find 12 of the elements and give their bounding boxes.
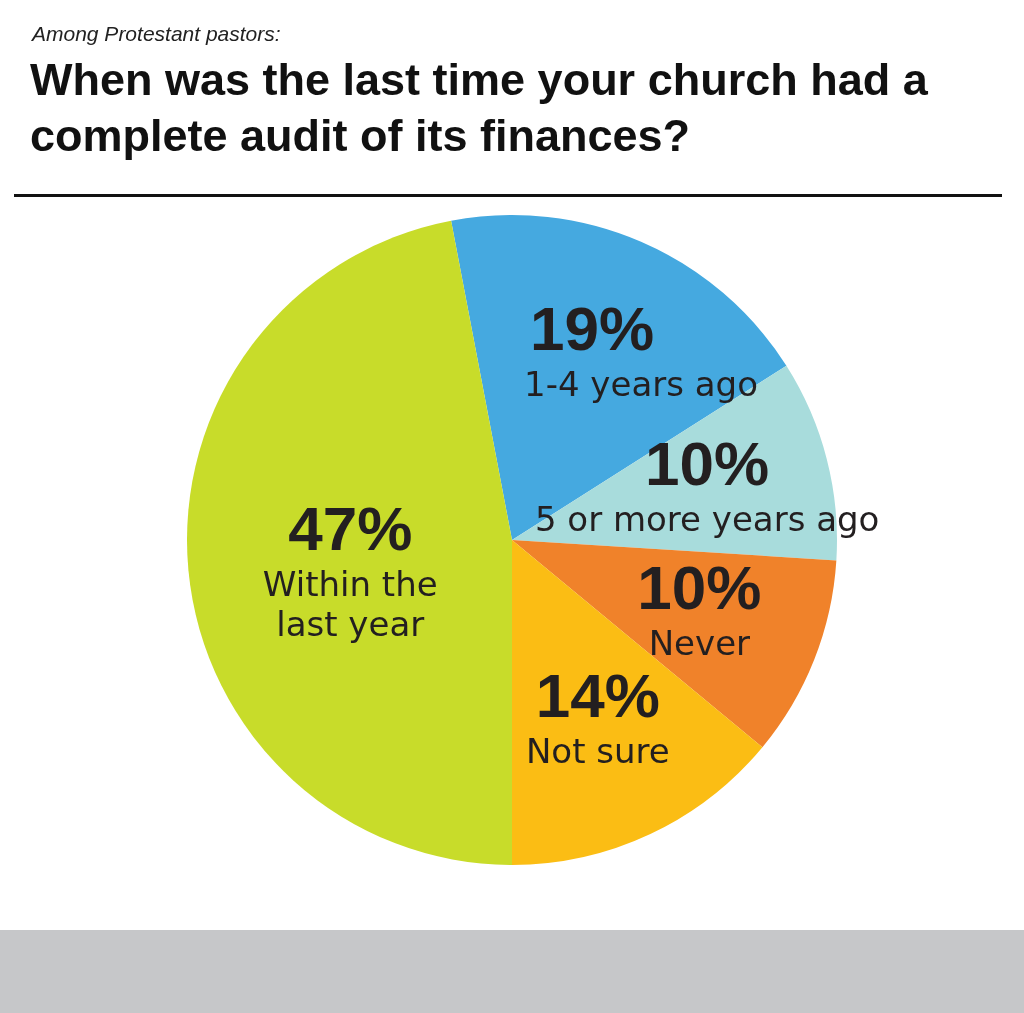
slice-label: 1-4 years ago — [524, 363, 758, 404]
slice-label: Never — [648, 623, 751, 664]
data-label: 10% — [637, 553, 762, 623]
chart-title: When was the last time your church had a complete audit of its finances? — [30, 53, 929, 163]
chart-subtitle: Among Protestant pastors: — [32, 22, 281, 46]
slice-label: Within the last year — [262, 564, 438, 645]
data-label: 14% — [535, 661, 660, 731]
slice-label: 5 or more years ago — [534, 498, 880, 539]
data-label: 10% — [645, 428, 770, 498]
slice-label: Not sure — [525, 731, 670, 772]
data-label: 47% — [288, 494, 413, 564]
data-label: 19% — [529, 294, 655, 364]
